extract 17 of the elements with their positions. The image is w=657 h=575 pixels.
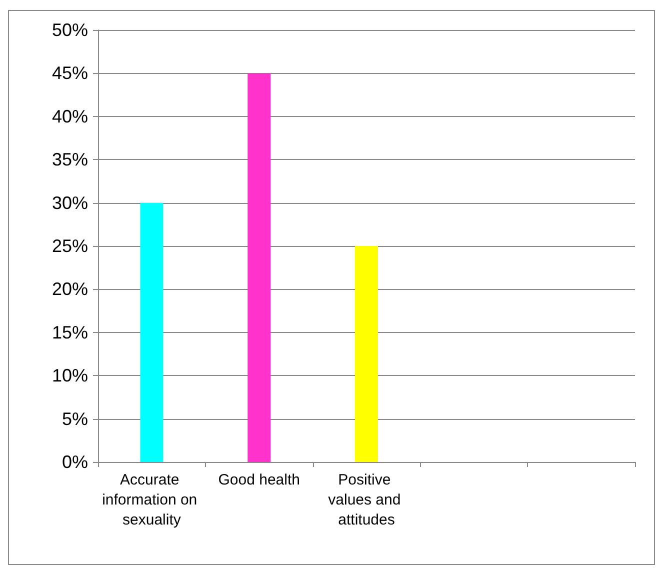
y-tick-label: 40% (52, 106, 88, 126)
y-tick-label: 20% (52, 279, 88, 300)
y-tick-label: 50% (52, 20, 88, 40)
bar (248, 73, 271, 462)
x-tick-label: Positive values and attitudes (328, 472, 405, 528)
x-tick-label: Good health (218, 472, 300, 488)
y-tick-label: 25% (52, 236, 88, 256)
bar (355, 246, 378, 462)
y-tick-label: 15% (52, 322, 88, 342)
y-tick-label: 0% (62, 452, 88, 472)
y-tick-label: 30% (52, 192, 88, 213)
bar (140, 202, 164, 462)
y-tick-label: 5% (62, 408, 88, 429)
y-tick-label: 10% (52, 366, 88, 386)
x-tick-label: Accurate information on sexuality (102, 472, 202, 528)
y-tick-label: 35% (52, 150, 88, 170)
y-tick-label: 45% (52, 63, 88, 84)
